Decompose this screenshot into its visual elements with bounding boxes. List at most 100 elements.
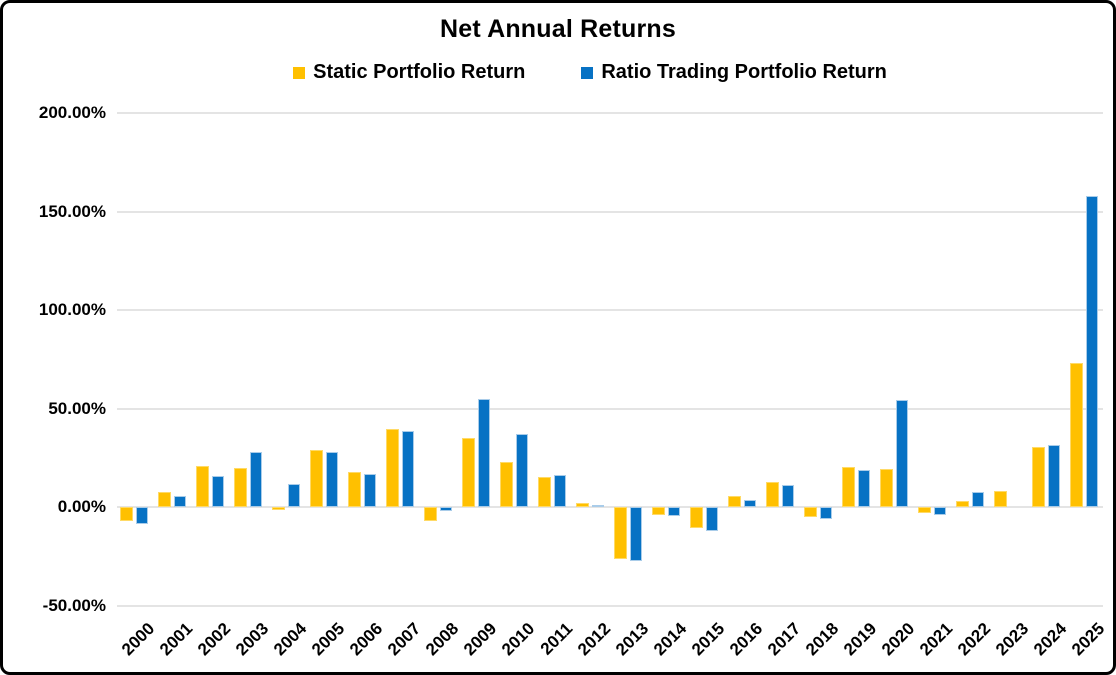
bar-static: [120, 507, 133, 522]
x-axis-tick-label: 2018: [802, 619, 843, 660]
bar-ratio: [135, 507, 148, 525]
bar-ratio: [173, 495, 186, 508]
legend-swatch-ratio-icon: [581, 66, 594, 79]
bar-ratio: [743, 499, 756, 508]
bar-ratio: [287, 483, 300, 508]
x-axis-tick-label: 2004: [270, 619, 311, 660]
bar-static: [196, 466, 209, 508]
bar-static: [766, 481, 779, 508]
bar-static: [918, 507, 931, 514]
bar-ratio: [477, 398, 490, 508]
gridline: [117, 407, 1103, 410]
legend-label-static: Static Portfolio Return: [313, 61, 526, 83]
y-axis-tick-label: -50.00%: [42, 596, 106, 615]
bar-ratio: [249, 452, 262, 508]
bar-ratio: [553, 474, 566, 508]
gridline: [117, 112, 1103, 114]
bar-ratio: [1085, 195, 1098, 508]
x-axis-tick-label: 2019: [840, 619, 881, 660]
bar-ratio: [325, 452, 338, 508]
bar-ratio: [705, 507, 718, 532]
x-axis-tick-label: 2013: [612, 619, 653, 660]
y-axis-tick-label: 150.00%: [38, 201, 106, 221]
x-axis-tick-label: 2001: [156, 619, 197, 660]
plot-area: [115, 112, 1103, 607]
x-axis-tick-label: 2008: [422, 619, 463, 660]
bar-static: [576, 502, 589, 508]
bar-ratio: [933, 507, 946, 516]
gridline: [117, 309, 1103, 312]
legend-item-static: Static Portfolio Return: [293, 61, 525, 84]
bar-ratio: [515, 434, 528, 508]
bar-static: [158, 491, 171, 508]
bar-ratio: [819, 507, 832, 520]
bar-static: [386, 428, 399, 508]
bar-static: [1070, 363, 1083, 508]
x-axis-tick-label: 2006: [346, 619, 387, 660]
bar-static: [1032, 447, 1045, 508]
x-axis-tick-label: 2005: [308, 619, 349, 660]
bar-ratio: [895, 399, 908, 508]
y-axis-tick-label: 50.00%: [48, 398, 106, 418]
bar-ratio: [1047, 445, 1060, 508]
bar-ratio: [591, 505, 604, 508]
bar-static: [804, 507, 817, 518]
legend-label-ratio: Ratio Trading Portfolio Return: [601, 61, 887, 83]
x-axis-tick-label: 2011: [536, 619, 577, 659]
bar-ratio: [401, 430, 414, 508]
legend: Static Portfolio Return Ratio Trading Po…: [67, 61, 1113, 84]
bar-static: [728, 495, 741, 508]
bar-static: [234, 468, 247, 508]
x-axis-tick-label: 2009: [460, 619, 501, 660]
x-axis-tick-label: 2012: [574, 619, 615, 660]
bar-static: [348, 471, 361, 508]
x-axis-tick-label: 2024: [1030, 619, 1071, 660]
bar-ratio: [667, 507, 680, 517]
x-axis: 2000 2001 2002 2003 2004 2005 2006 2007 2008 2009…: [115, 612, 1108, 672]
x-axis-tick-label: 2017: [764, 619, 805, 660]
gridline: [117, 605, 1103, 607]
bar-static: [690, 507, 703, 529]
bar-static: [652, 507, 665, 516]
gridline: [117, 210, 1103, 213]
bar-static: [462, 438, 475, 508]
bar-static: [538, 476, 551, 508]
chart-title: Net Annual Returns: [439, 15, 677, 43]
bar-static: [994, 490, 1007, 508]
bar-static: [272, 507, 285, 511]
y-axis-tick-label: 200.00%: [38, 103, 106, 122]
bar-ratio: [971, 491, 984, 508]
x-axis-tick-label: 2007: [384, 619, 425, 660]
bar-ratio: [439, 507, 452, 512]
bar-ratio: [857, 469, 870, 508]
x-axis-tick-label: 2000: [118, 619, 159, 660]
x-axis-tick-label: 2016: [726, 619, 767, 660]
y-axis-tick-label: 0.00%: [57, 497, 106, 517]
bar-ratio: [629, 507, 642, 561]
bar-static: [880, 468, 893, 508]
x-axis-tick-label: 2003: [232, 619, 273, 660]
y-axis: 200.00% 150.00% 100.00% 50.00% 0.00% -50.00%: [3, 103, 106, 615]
x-axis-tick-label: 2023: [992, 619, 1033, 660]
bar-ratio: [363, 473, 376, 508]
x-axis-tick-label: 2022: [954, 619, 995, 660]
x-axis-tick-label: 2015: [688, 619, 729, 660]
bar-static: [500, 462, 513, 508]
bar-static: [310, 450, 323, 508]
bar-static: [842, 467, 855, 508]
x-axis-tick-label: 2002: [194, 619, 235, 660]
legend-item-ratio: Ratio Trading Portfolio Return: [581, 61, 887, 84]
y-axis-tick-label: 100.00%: [38, 300, 106, 320]
x-axis-tick-label: 2020: [878, 619, 919, 660]
x-axis-tick-label: 2014: [650, 619, 691, 660]
legend-swatch-static-icon: [293, 66, 306, 79]
bar-static: [424, 507, 437, 522]
x-axis-tick-label: 2010: [498, 619, 539, 660]
gridline: [117, 506, 1103, 509]
bar-ratio: [781, 484, 794, 508]
x-axis-tick-label: 2021: [916, 619, 957, 660]
bar-static: [614, 507, 627, 559]
bar-ratio: [211, 475, 224, 508]
x-axis-tick-label: 2025: [1068, 619, 1109, 660]
